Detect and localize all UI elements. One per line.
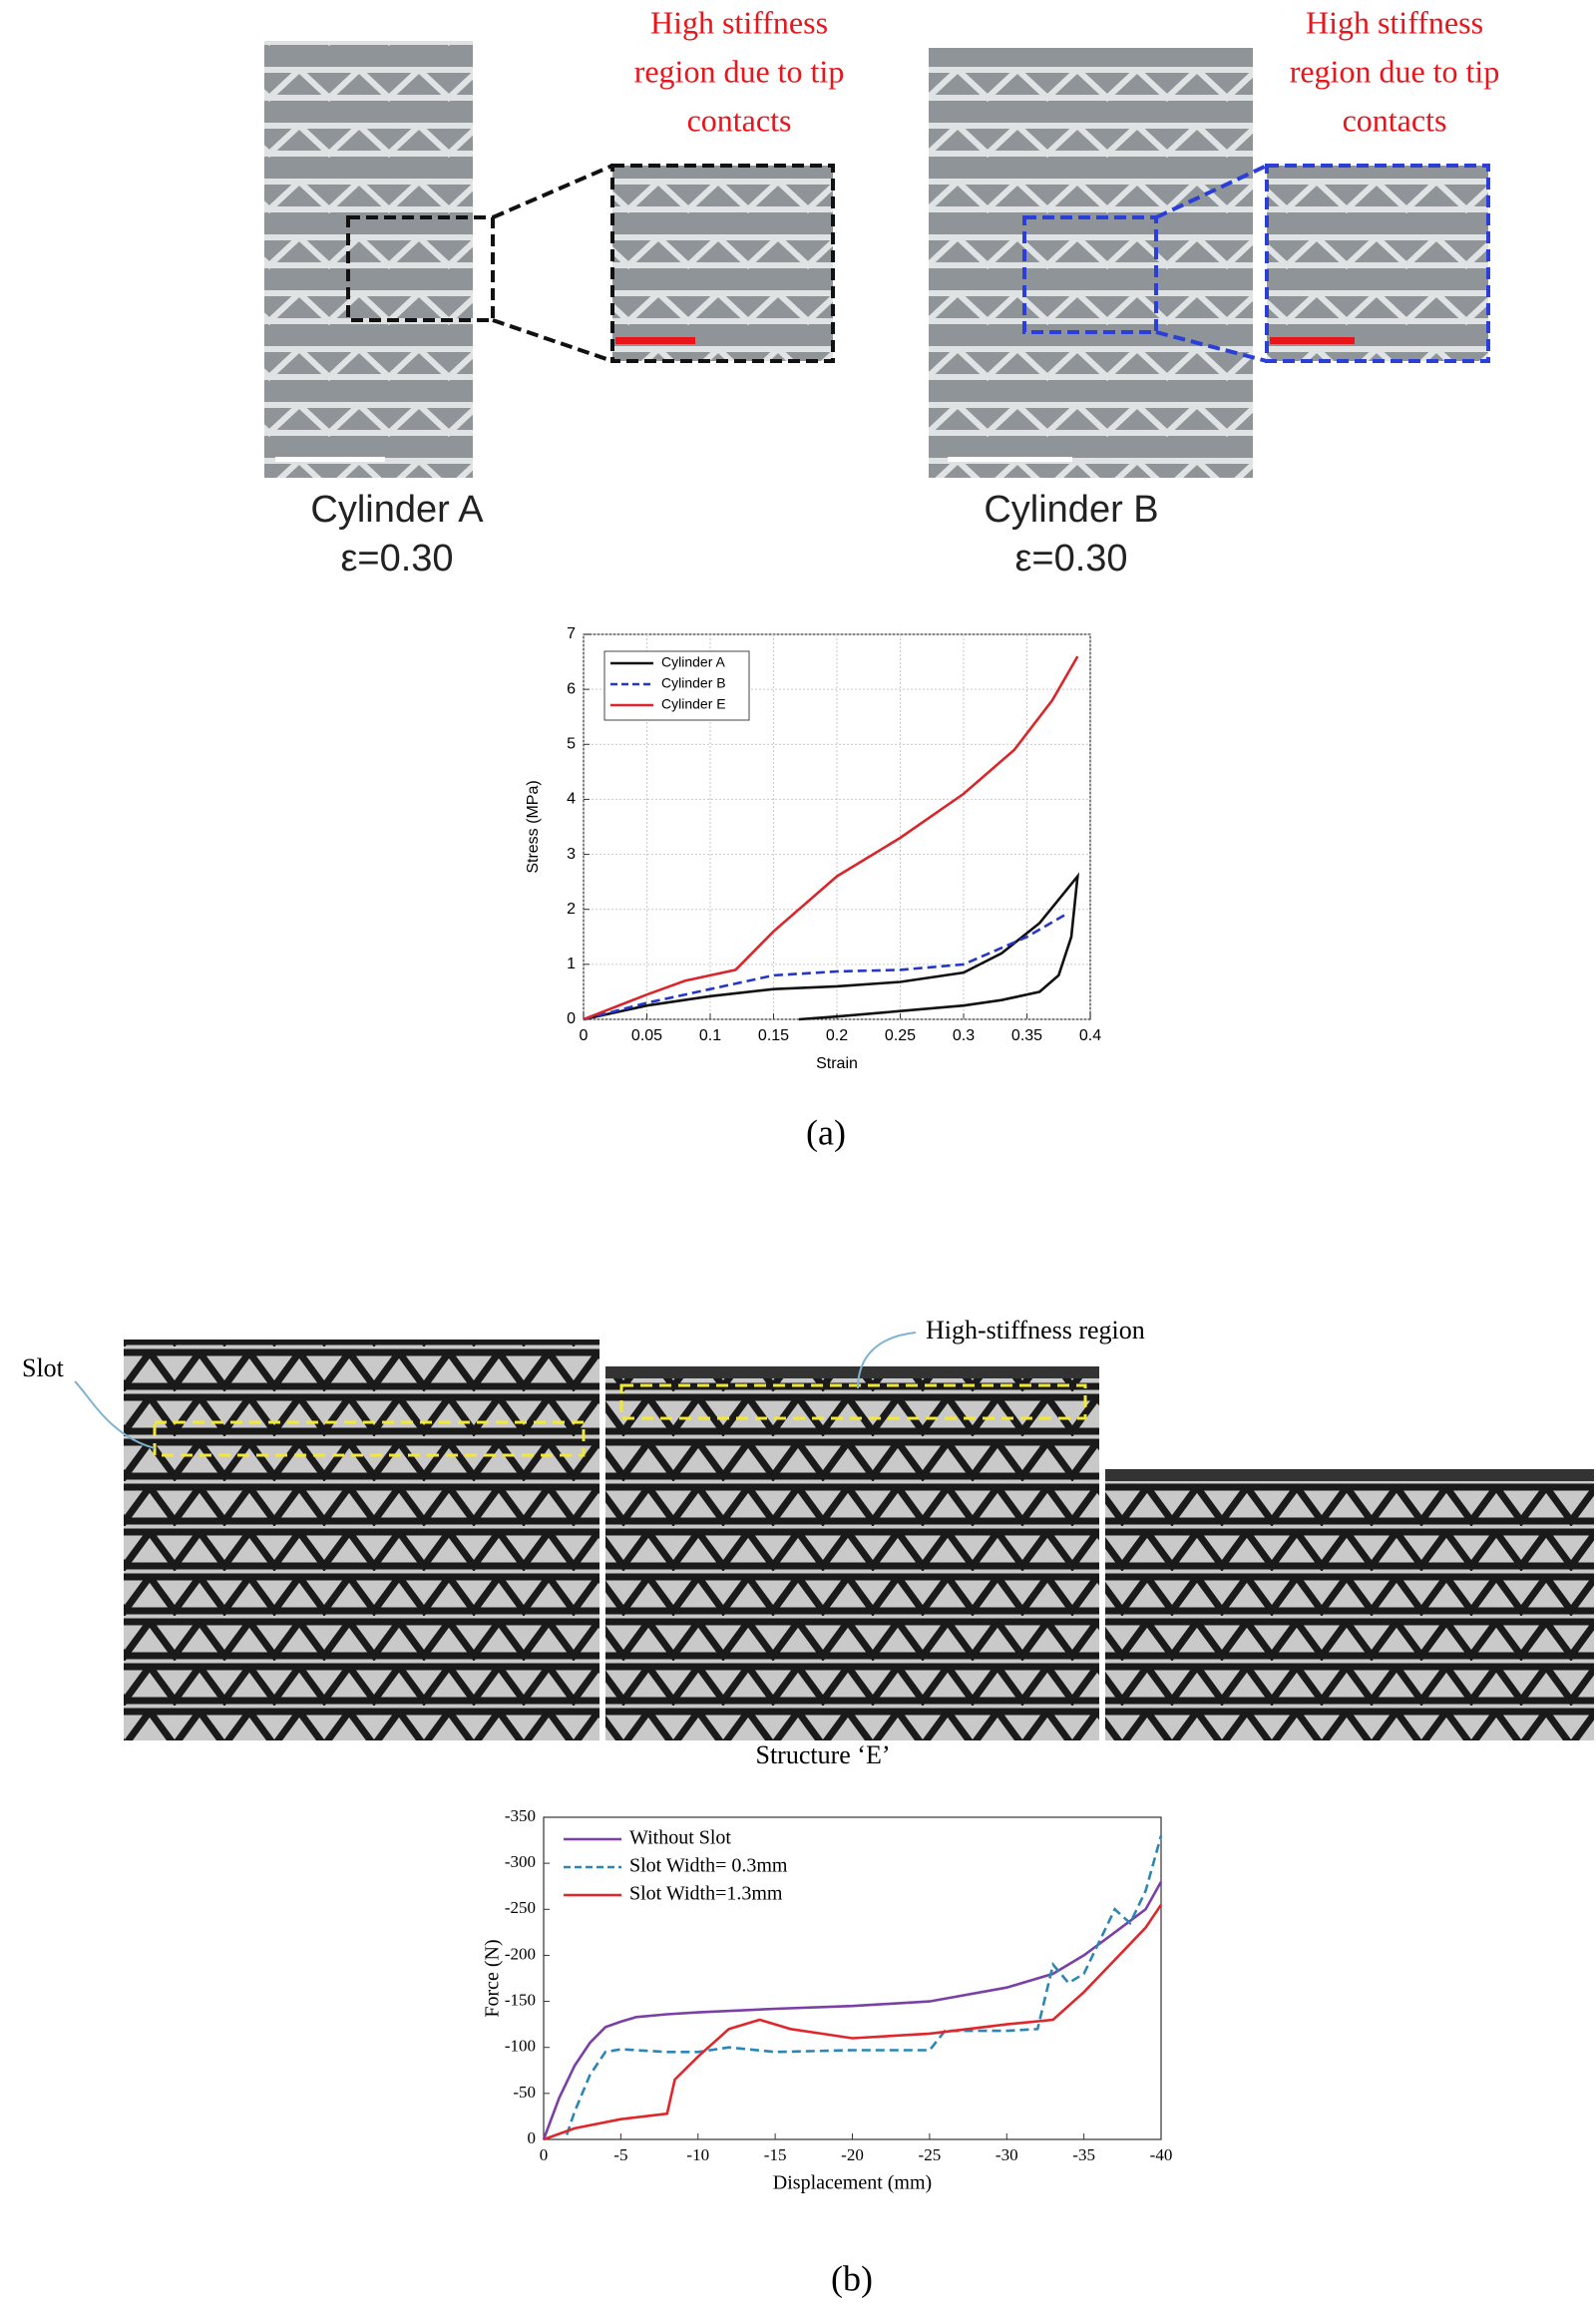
legend: Without Slot Slot Width= 0.3mm Slot Width=… xyxy=(564,1827,788,1905)
photo-structure-e xyxy=(74,1332,1594,1740)
caption: ε=0.30 xyxy=(340,538,453,579)
x-tick-label: 0 xyxy=(540,2145,549,2164)
annotation-line: region due to tip xyxy=(634,53,845,89)
x-tick-label: -15 xyxy=(764,2145,787,2164)
region-label: High-stiffness region xyxy=(926,1316,1145,1345)
y-tick-label: -150 xyxy=(505,1990,536,2009)
x-tick-label: -40 xyxy=(1150,2145,1173,2164)
y-axis-label: Force (N) xyxy=(482,1939,504,2017)
y-tick-label: 2 xyxy=(567,901,576,918)
x-axis-label: Displacement (mm) xyxy=(773,2172,932,2194)
x-tick-label: 0.4 xyxy=(1079,1027,1101,1044)
legend-label: Without Slot xyxy=(629,1827,731,1849)
x-tick-label: 0 xyxy=(580,1027,589,1044)
chart: 0 -5 -10 -15 -20 -25 -30 -35 -40 0 -50 -100 -150 -200… xyxy=(482,1806,1173,2194)
chart: 0 0.05 0.1 0.15 0.2 0.25 0.3 0.35 0.4 0 1 2 3 4 5 6 7 Str… xyxy=(525,625,1101,1072)
y-tick-label: 6 xyxy=(567,680,576,697)
plot-area xyxy=(543,1816,1162,2140)
series-line xyxy=(583,655,1079,1021)
x-tick-label: -10 xyxy=(686,2145,709,2164)
annotation: High stiffness region due to tip contact… xyxy=(634,4,1500,138)
annotation-line: region due to tip xyxy=(1290,53,1500,89)
x-tick-label: -30 xyxy=(996,2145,1018,2164)
annotation-line: contacts xyxy=(687,102,792,138)
x-tick-label: 0.15 xyxy=(758,1027,789,1044)
series-line xyxy=(565,1835,1163,2135)
annotation-line: contacts xyxy=(1343,102,1447,138)
y-tick-label: 1 xyxy=(567,956,576,972)
y-tick-label: -200 xyxy=(505,1944,536,1963)
annotation-line: High stiffness xyxy=(650,4,828,40)
panel-label: (a) xyxy=(806,1112,846,1152)
annotation-line: High stiffness xyxy=(1306,4,1483,40)
y-tick-label: 3 xyxy=(567,846,576,863)
x-tick-label: 0.1 xyxy=(699,1027,721,1044)
legend-label: Cylinder A xyxy=(661,654,725,670)
y-tick-label: 7 xyxy=(567,625,576,642)
photo-cylinder-a xyxy=(264,41,835,478)
x-tick-label: 0.35 xyxy=(1011,1027,1042,1044)
series-line xyxy=(543,1903,1163,2141)
series-line xyxy=(583,914,1066,1021)
legend-label: Cylinder B xyxy=(661,675,726,691)
x-tick-label: 0.05 xyxy=(631,1027,662,1044)
x-tick-label: -5 xyxy=(613,2145,627,2164)
x-tick-label: -35 xyxy=(1072,2145,1095,2164)
x-tick-label: 0.2 xyxy=(826,1027,848,1044)
photo-cylinder-b xyxy=(929,48,1490,478)
series-line xyxy=(542,1880,1163,2140)
x-tick-label: -20 xyxy=(841,2145,864,2164)
legend-label: Slot Width=1.3mm xyxy=(629,1883,783,1905)
y-tick-label: -350 xyxy=(505,1806,536,1825)
caption: Cylinder A xyxy=(310,489,484,531)
x-axis-label: Strain xyxy=(816,1055,858,1072)
captions: Cylinder A ε=0.30 Cylinder B ε=0.30 xyxy=(310,489,1158,579)
x-tick-label: 0.25 xyxy=(885,1027,916,1044)
slot-label: Slot xyxy=(22,1353,65,1382)
y-tick-label: -250 xyxy=(505,1898,536,1917)
caption: Structure ‘E’ xyxy=(755,1740,890,1769)
legend-label: Slot Width= 0.3mm xyxy=(629,1855,788,1877)
y-tick-label: -50 xyxy=(513,2083,536,2102)
y-tick-label: 5 xyxy=(567,736,576,753)
y-tick-label: 0 xyxy=(567,1010,576,1027)
legend-label: Cylinder E xyxy=(661,696,726,712)
panel-label: (b) xyxy=(831,2258,873,2298)
legend: Cylinder A Cylinder B Cylinder E xyxy=(603,650,750,721)
y-tick-label: -300 xyxy=(505,1852,536,1871)
y-tick-label: 0 xyxy=(528,2128,537,2147)
y-axis-label: Stress (MPa) xyxy=(525,780,542,873)
x-tick-label: -25 xyxy=(919,2145,942,2164)
x-tick-label: 0.3 xyxy=(953,1027,975,1044)
y-tick-label: -100 xyxy=(505,2037,536,2056)
caption: ε=0.30 xyxy=(1014,538,1127,579)
series-line xyxy=(583,872,1080,1021)
y-tick-label: 4 xyxy=(567,791,576,808)
caption: Cylinder B xyxy=(984,489,1158,531)
